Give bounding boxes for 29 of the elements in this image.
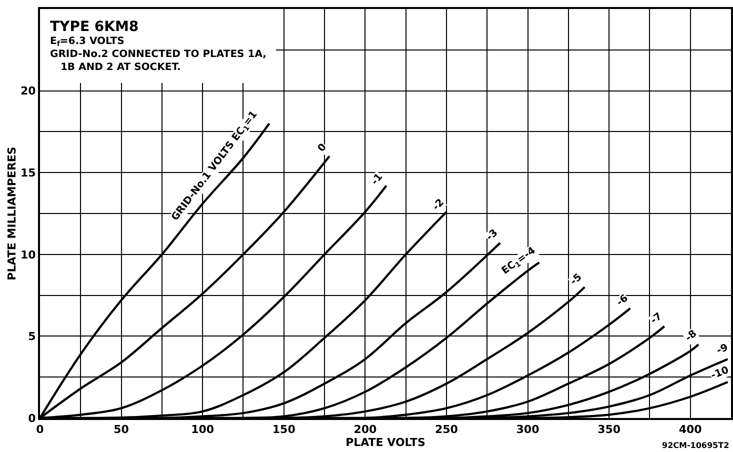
x-tick-label: 100: [191, 423, 214, 436]
annotation: TYPE 6KM8: [50, 19, 139, 35]
text: 92CM-10695T2: [662, 441, 730, 450]
x-tick-label: 200: [354, 423, 378, 436]
y-axis-title: PLATE MILLIAMPERES: [6, 146, 19, 280]
x-tick-label: 350: [598, 423, 621, 436]
text: -3: [484, 227, 500, 244]
y-tick-label: 15: [20, 166, 36, 180]
text: -10: [710, 364, 731, 382]
y-tick-label: 10: [20, 248, 36, 262]
x-tick-label: 250: [434, 423, 458, 436]
y-tick-label: 0: [28, 412, 36, 425]
annotation: E$_{f}$=6.3 VOLTS: [50, 36, 124, 48]
text: -1: [370, 172, 386, 188]
y-tick-label: 20: [20, 84, 36, 98]
x-axis-title: PLATE VOLTS: [346, 436, 426, 450]
text: -5: [568, 272, 584, 288]
y-tick-label: 5: [28, 330, 36, 344]
text: 0: [316, 142, 329, 154]
text: -6: [614, 292, 630, 308]
x-tick-label: 50: [114, 423, 130, 436]
annotation: GRID-No.2 CONNECTED TO PLATES 1A, 1B AND 2 AT SOCKET.: [50, 49, 266, 73]
text: -9: [715, 342, 730, 357]
text: -8: [684, 328, 700, 344]
text: -2: [430, 197, 446, 213]
text: -7: [648, 310, 664, 327]
x-tick-label: 300: [516, 423, 540, 436]
x-tick-label: 150: [272, 423, 296, 436]
x-tick-label: 400: [678, 423, 702, 436]
